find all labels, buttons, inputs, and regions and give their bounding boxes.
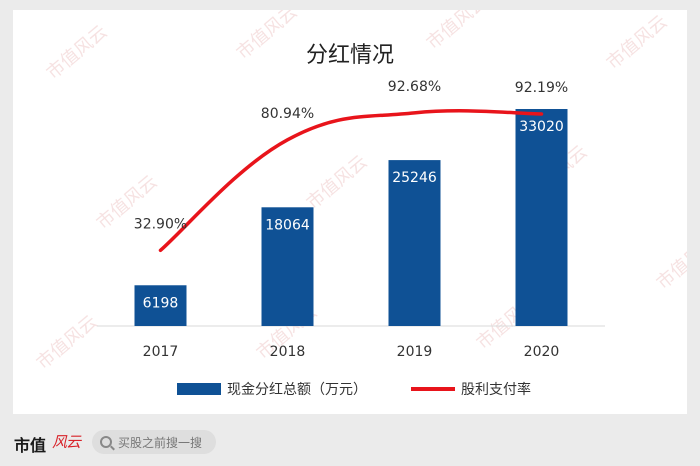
brand-logo-mark: 风云: [52, 433, 81, 451]
line-value-label: 92.19%: [515, 80, 568, 96]
payout-ratio-line: [158, 109, 544, 253]
watermark-text: 市值风云: [303, 151, 372, 213]
x-tick-label: 2018: [270, 344, 306, 360]
watermark-text: 市值风云: [233, 10, 302, 64]
legend-line-label: 股利支付率: [461, 381, 531, 398]
line-value-label: 32.90%: [134, 216, 187, 232]
search-placeholder: 买股之前搜一搜: [118, 436, 203, 450]
x-tick-label: 2020: [524, 344, 560, 360]
bar-2018: [261, 207, 314, 326]
bar-value-label: 33020: [519, 119, 564, 135]
line-value-label: 80.94%: [261, 106, 314, 122]
legend-bar-swatch: [177, 383, 221, 395]
x-tick-label: 2017: [143, 344, 179, 360]
brand-name: 市值: [14, 436, 47, 455]
watermark-text: 市值风云: [43, 21, 112, 83]
chart-title: 分红情况: [306, 43, 394, 68]
line-value-label: 92.68%: [388, 79, 441, 95]
search-icon: [100, 436, 112, 448]
watermark-text: 市值风云: [603, 11, 672, 73]
watermark-text: 市值风云: [423, 10, 492, 54]
bar-2020: [515, 109, 568, 326]
bar-value-label: 6198: [143, 295, 179, 311]
chart-card: 市值风云 市值风云 市值风云 市值风云 市值风云 市值风云 市值风云 市值风云 市值风云 市值风云…: [13, 10, 687, 414]
watermark-text: 市值风云: [33, 311, 102, 373]
bar-2019: [388, 160, 441, 326]
bar-value-label: 25246: [392, 170, 437, 186]
legend-bar-label: 现金分红总额（万元）: [227, 382, 367, 398]
watermark-text: 市值风云: [653, 231, 687, 293]
search-box[interactable]: 买股之前搜一搜: [92, 430, 216, 454]
bar-value-label: 18064: [265, 217, 310, 233]
bar-2017: [134, 285, 187, 326]
x-tick-label: 2019: [397, 344, 433, 360]
footer: 市值 风云 买股之前搜一搜: [0, 422, 700, 466]
